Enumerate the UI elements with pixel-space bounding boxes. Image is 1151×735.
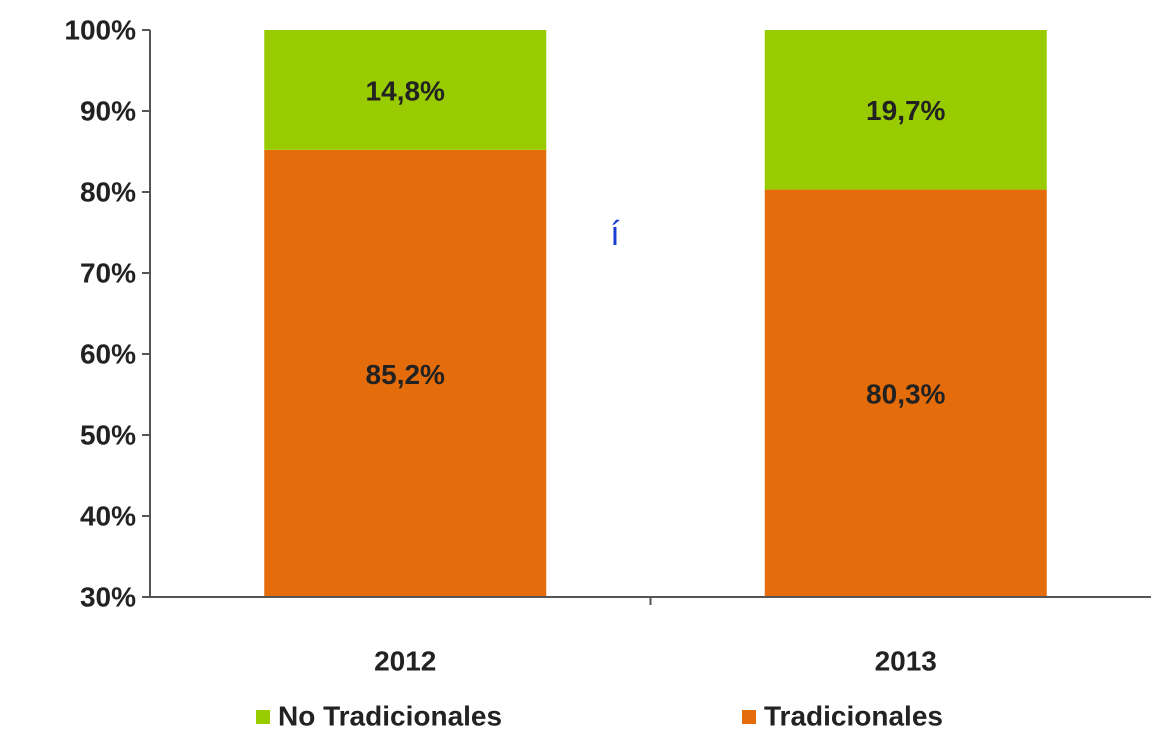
bar-segment (764, 189, 1047, 597)
y-tick-label: 70% (80, 257, 136, 288)
x-tick-label: 2013 (875, 645, 937, 676)
legend-label: No Tradicionales (278, 700, 502, 731)
data-label: 80,3% (866, 379, 945, 410)
y-tick-label: 30% (80, 581, 136, 612)
data-label: 85,2% (366, 359, 445, 390)
bar-segment (764, 30, 1047, 190)
annotation: í (610, 215, 620, 253)
y-tick-label: 60% (80, 338, 136, 369)
bar-segment (264, 149, 547, 597)
legend-swatch (256, 710, 270, 724)
x-tick-label: 2012 (374, 645, 436, 676)
y-tick-label: 80% (80, 176, 136, 207)
y-tick-label: 100% (64, 14, 136, 45)
data-label: 14,8% (366, 75, 445, 106)
legend-label: Tradicionales (764, 700, 943, 731)
y-tick-label: 40% (80, 500, 136, 531)
data-label: 19,7% (866, 95, 945, 126)
y-tick-label: 90% (80, 95, 136, 126)
y-tick-label: 50% (80, 419, 136, 450)
legend-swatch (742, 710, 756, 724)
bar-segment (264, 30, 547, 150)
